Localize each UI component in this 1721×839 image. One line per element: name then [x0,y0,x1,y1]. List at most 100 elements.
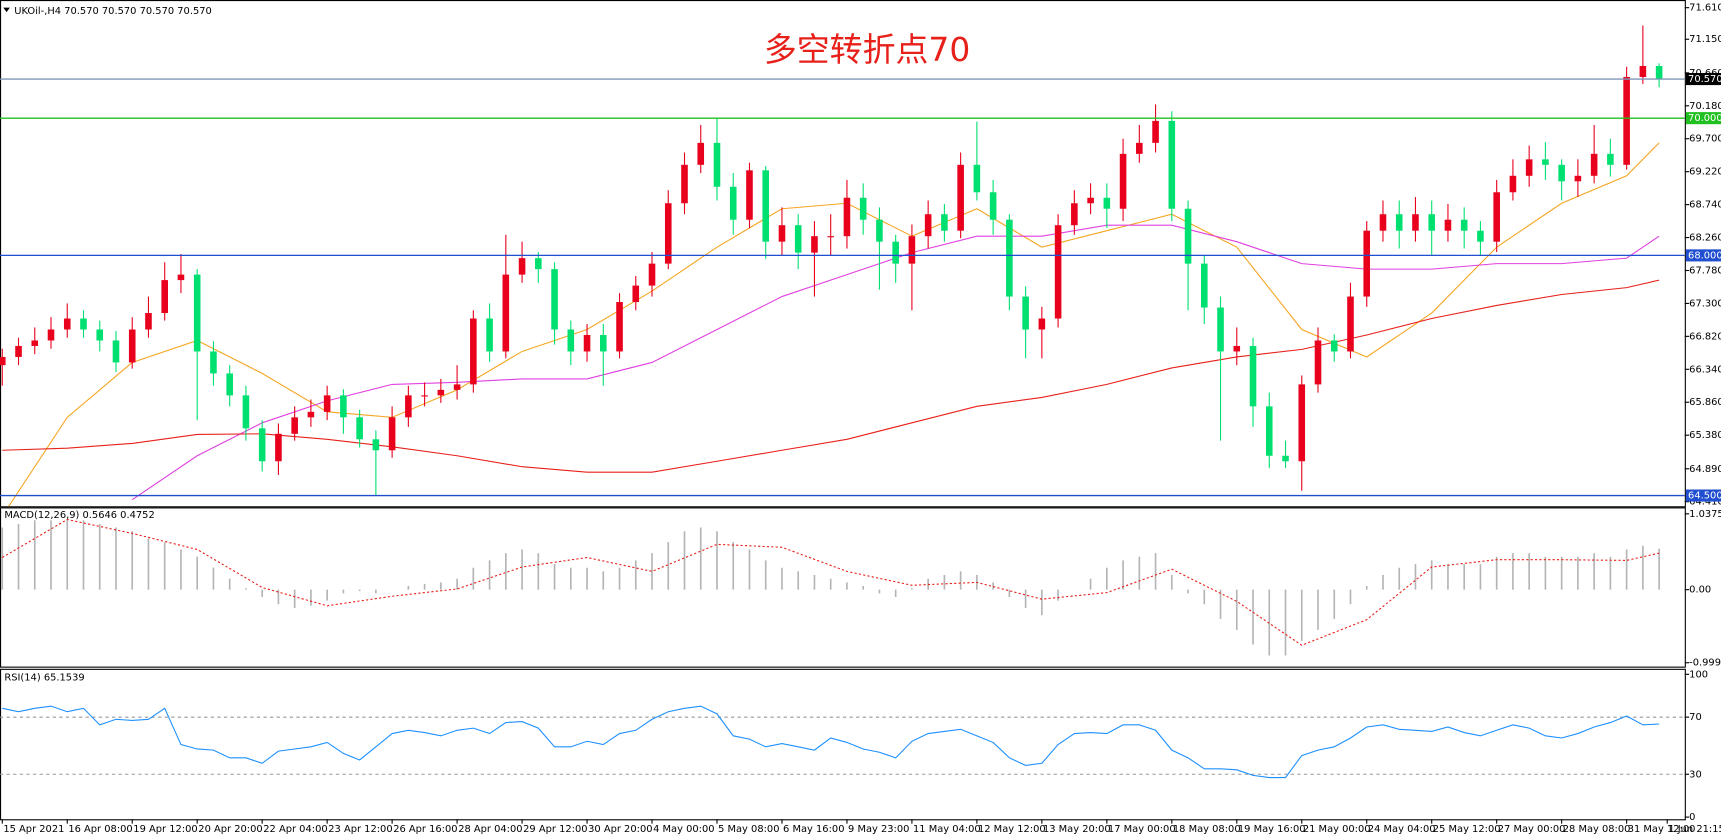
candle-body [405,395,412,418]
y-tick-label: 71.150 [1689,34,1721,45]
candle-body [421,395,428,397]
candle-body [356,417,363,440]
x-tick-label: 4 May 00:00 [653,824,714,835]
macd-panel [0,507,1686,668]
candle-body [453,384,461,390]
candle-body [1655,66,1663,80]
candle-body [1314,340,1322,385]
candle-body [1038,318,1046,330]
candle-body [112,340,120,363]
rsi-plot: RSI(14) 65.1539 [0,673,1685,779]
x-tick-label: 27 May 00:00 [1498,824,1566,835]
x-tick-label: 19 Apr 12:00 [133,824,197,835]
candle-body [1590,153,1598,176]
x-tick-label: 31 May 12:00 [1628,824,1696,835]
y-tick-label: 66.340 [1689,364,1721,375]
candle-body [31,340,39,346]
candle-body [599,334,607,352]
candle-body [0,356,6,366]
price-level-label: 70.000 [1688,113,1721,124]
x-tick-label: 25 May 12:00 [1433,824,1501,835]
candle-body [1379,214,1387,231]
collapse-icon [3,7,10,13]
rsi-line [2,705,1660,779]
y-tick-label: 64.410 [1689,497,1721,508]
candle-body [811,236,818,253]
candle-body [502,274,510,352]
candle-body [794,225,802,253]
candle-body [340,395,347,418]
candle-body [437,389,445,396]
y-tick-label: 1.0375 [1689,509,1721,520]
y-tick-label: 68.260 [1689,233,1721,244]
x-tick-label: 17 May 00:00 [1108,824,1176,835]
candle-body [648,263,656,286]
x-tick-label: 16 Apr 08:00 [68,824,132,835]
candle-body [1558,164,1565,182]
candle-body [681,164,688,204]
candle-body [892,241,899,264]
candle-body [1119,153,1127,209]
candle-body [1623,76,1630,165]
price-panel [0,0,1686,508]
candle-body [535,258,542,270]
candle-body [1022,296,1029,330]
candle-body [80,318,87,330]
y-tick-label: 30 [1689,769,1702,780]
candle-body [957,164,964,231]
candle-body [973,164,981,193]
rsi-label: RSI(14) 65.1539 [4,673,84,684]
x-tick-label: 1 Jun 21:15 [1668,824,1721,835]
macd-plot: MACD(12,26,9) 0.5646 0.4752 [1,510,1660,656]
price-level-label: 64.500 [1688,491,1721,502]
candle-body [941,214,948,231]
x-tick-label: 20 Apr 20:00 [198,824,262,835]
candle-body [876,219,883,242]
candle-body [242,395,250,429]
candle-body [1428,214,1435,231]
candle-body [632,285,640,303]
candle-body [583,334,591,352]
x-tick-label: 29 Apr 12:00 [523,824,587,835]
candle-body [924,214,932,237]
candle-body [1444,219,1452,231]
candle-body [1184,208,1192,264]
candle-body [1460,219,1468,231]
y-tick-label: 0.00 [1689,585,1711,596]
macd-signal [1,518,1660,646]
x-tick-label: 28 Apr 04:00 [458,824,522,835]
price-level-label: 68.000 [1688,250,1721,261]
price-level-label: 70.570 [1688,74,1721,85]
candle-body [372,439,380,451]
y-tick-label: 71.610 [1689,3,1721,14]
candle-body [551,269,558,330]
x-tick-label: 15 Apr 2021 [3,824,64,835]
candle-body [1201,263,1208,308]
candle-body [616,302,623,352]
x-tick-label: 24 May 04:00 [1368,824,1436,835]
macd-label: MACD(12,26,9) 0.5646 0.4752 [4,510,154,521]
candle-body [697,142,705,165]
price-level-box [1685,489,1721,502]
candle-body [275,433,282,462]
candle-body [291,417,298,434]
chart-label: UKOil-,H4 70.570 70.570 70.570 70.570 [14,6,212,17]
candle-body [1525,159,1533,176]
candle-body [1054,225,1062,319]
candle-body [1607,153,1614,165]
candle-body [859,197,867,220]
candle-body [1330,340,1338,352]
y-tick-label: 66.820 [1689,331,1721,342]
candle-body [729,186,737,220]
x-tick-label: 22 Apr 04:00 [263,824,327,835]
x-tick-label: 30 Apr 20:00 [588,824,652,835]
price-level-box [1685,112,1721,125]
y-tick-label: -0.9994 [1689,658,1721,669]
candle-body [713,142,721,187]
candle-body [1103,197,1111,209]
candle-body [1639,66,1647,77]
x-tick-label: 19 May 16:00 [1238,824,1306,835]
candle-body [1509,175,1517,193]
